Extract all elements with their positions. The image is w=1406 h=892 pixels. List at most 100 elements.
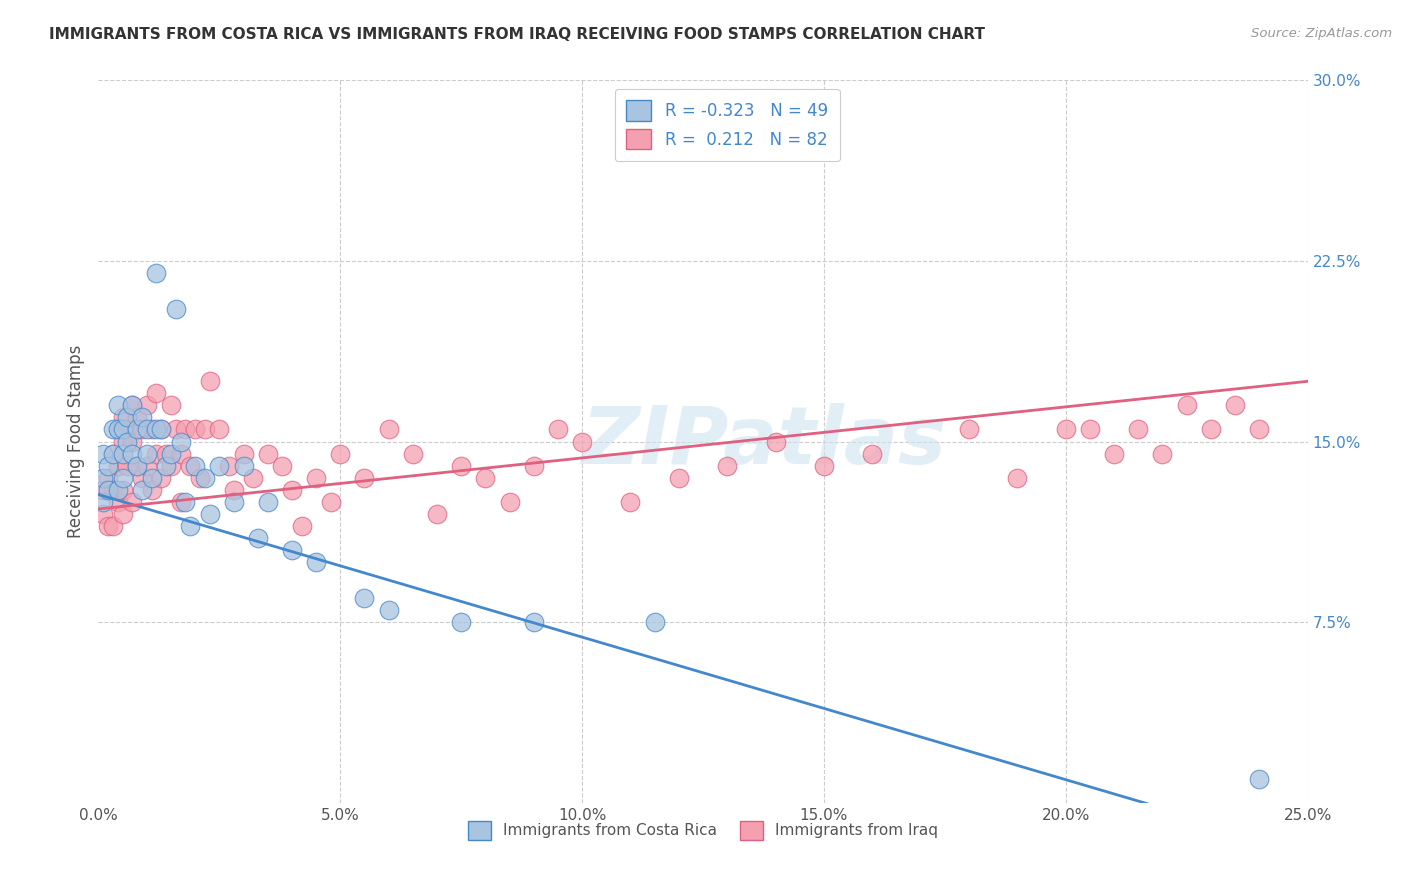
Point xyxy=(426,507,449,521)
Point xyxy=(127,458,149,473)
Point xyxy=(232,446,254,460)
Point xyxy=(135,398,157,412)
Point xyxy=(150,422,173,436)
Point xyxy=(222,483,245,497)
Point xyxy=(121,434,143,449)
Point xyxy=(111,410,134,425)
Point xyxy=(117,422,139,436)
Point xyxy=(160,446,183,460)
Point xyxy=(141,470,163,484)
Point xyxy=(547,422,569,436)
Point xyxy=(218,458,240,473)
Point xyxy=(97,483,120,497)
Point xyxy=(141,483,163,497)
Point xyxy=(194,470,217,484)
Point xyxy=(179,458,201,473)
Point xyxy=(165,422,187,436)
Point xyxy=(188,470,211,484)
Point xyxy=(121,446,143,460)
Point xyxy=(117,410,139,425)
Point xyxy=(208,422,231,436)
Point xyxy=(860,446,883,460)
Point xyxy=(169,434,191,449)
Point xyxy=(127,422,149,436)
Point xyxy=(135,422,157,436)
Point xyxy=(571,434,593,449)
Point xyxy=(619,494,641,508)
Point xyxy=(127,458,149,473)
Point xyxy=(101,483,124,497)
Point xyxy=(498,494,520,508)
Point xyxy=(145,386,167,401)
Point xyxy=(271,458,294,473)
Point xyxy=(474,470,496,484)
Point xyxy=(184,458,207,473)
Point xyxy=(1223,398,1246,412)
Point xyxy=(198,507,221,521)
Point xyxy=(127,410,149,425)
Point xyxy=(135,446,157,460)
Point xyxy=(208,458,231,473)
Point xyxy=(111,507,134,521)
Point xyxy=(111,422,134,436)
Point xyxy=(117,434,139,449)
Point xyxy=(813,458,835,473)
Point xyxy=(1054,422,1077,436)
Point xyxy=(329,446,352,460)
Point xyxy=(91,483,114,497)
Point xyxy=(765,434,787,449)
Point xyxy=(107,494,129,508)
Point xyxy=(107,422,129,436)
Point xyxy=(121,494,143,508)
Point xyxy=(198,374,221,388)
Point xyxy=(169,494,191,508)
Point xyxy=(1007,470,1029,484)
Point xyxy=(101,422,124,436)
Point xyxy=(402,446,425,460)
Point xyxy=(450,458,472,473)
Point xyxy=(668,470,690,484)
Point xyxy=(169,446,191,460)
Point xyxy=(131,483,153,497)
Point xyxy=(160,458,183,473)
Point xyxy=(145,422,167,436)
Point xyxy=(91,494,114,508)
Point xyxy=(319,494,342,508)
Point xyxy=(179,518,201,533)
Point xyxy=(281,483,304,497)
Point xyxy=(131,470,153,484)
Point xyxy=(256,494,278,508)
Point xyxy=(91,470,114,484)
Point xyxy=(305,555,328,569)
Point xyxy=(165,301,187,317)
Point xyxy=(111,483,134,497)
Point xyxy=(97,458,120,473)
Point xyxy=(256,446,278,460)
Point xyxy=(353,470,375,484)
Point xyxy=(174,494,197,508)
Point xyxy=(145,446,167,460)
Point xyxy=(107,398,129,412)
Point xyxy=(1249,422,1271,436)
Point xyxy=(353,591,375,605)
Point xyxy=(131,422,153,436)
Point xyxy=(1078,422,1101,436)
Text: Source: ZipAtlas.com: Source: ZipAtlas.com xyxy=(1251,27,1392,40)
Point xyxy=(1128,422,1150,436)
Point xyxy=(107,458,129,473)
Point xyxy=(111,434,134,449)
Point xyxy=(184,422,207,436)
Point xyxy=(111,446,134,460)
Y-axis label: Receiving Food Stamps: Receiving Food Stamps xyxy=(66,345,84,538)
Point xyxy=(523,458,546,473)
Point xyxy=(101,446,124,460)
Point xyxy=(305,470,328,484)
Point xyxy=(135,458,157,473)
Point xyxy=(232,458,254,473)
Point xyxy=(101,446,124,460)
Point xyxy=(523,615,546,630)
Point xyxy=(1199,422,1222,436)
Text: IMMIGRANTS FROM COSTA RICA VS IMMIGRANTS FROM IRAQ RECEIVING FOOD STAMPS CORRELA: IMMIGRANTS FROM COSTA RICA VS IMMIGRANTS… xyxy=(49,27,986,42)
Point xyxy=(377,603,399,617)
Point xyxy=(1175,398,1198,412)
